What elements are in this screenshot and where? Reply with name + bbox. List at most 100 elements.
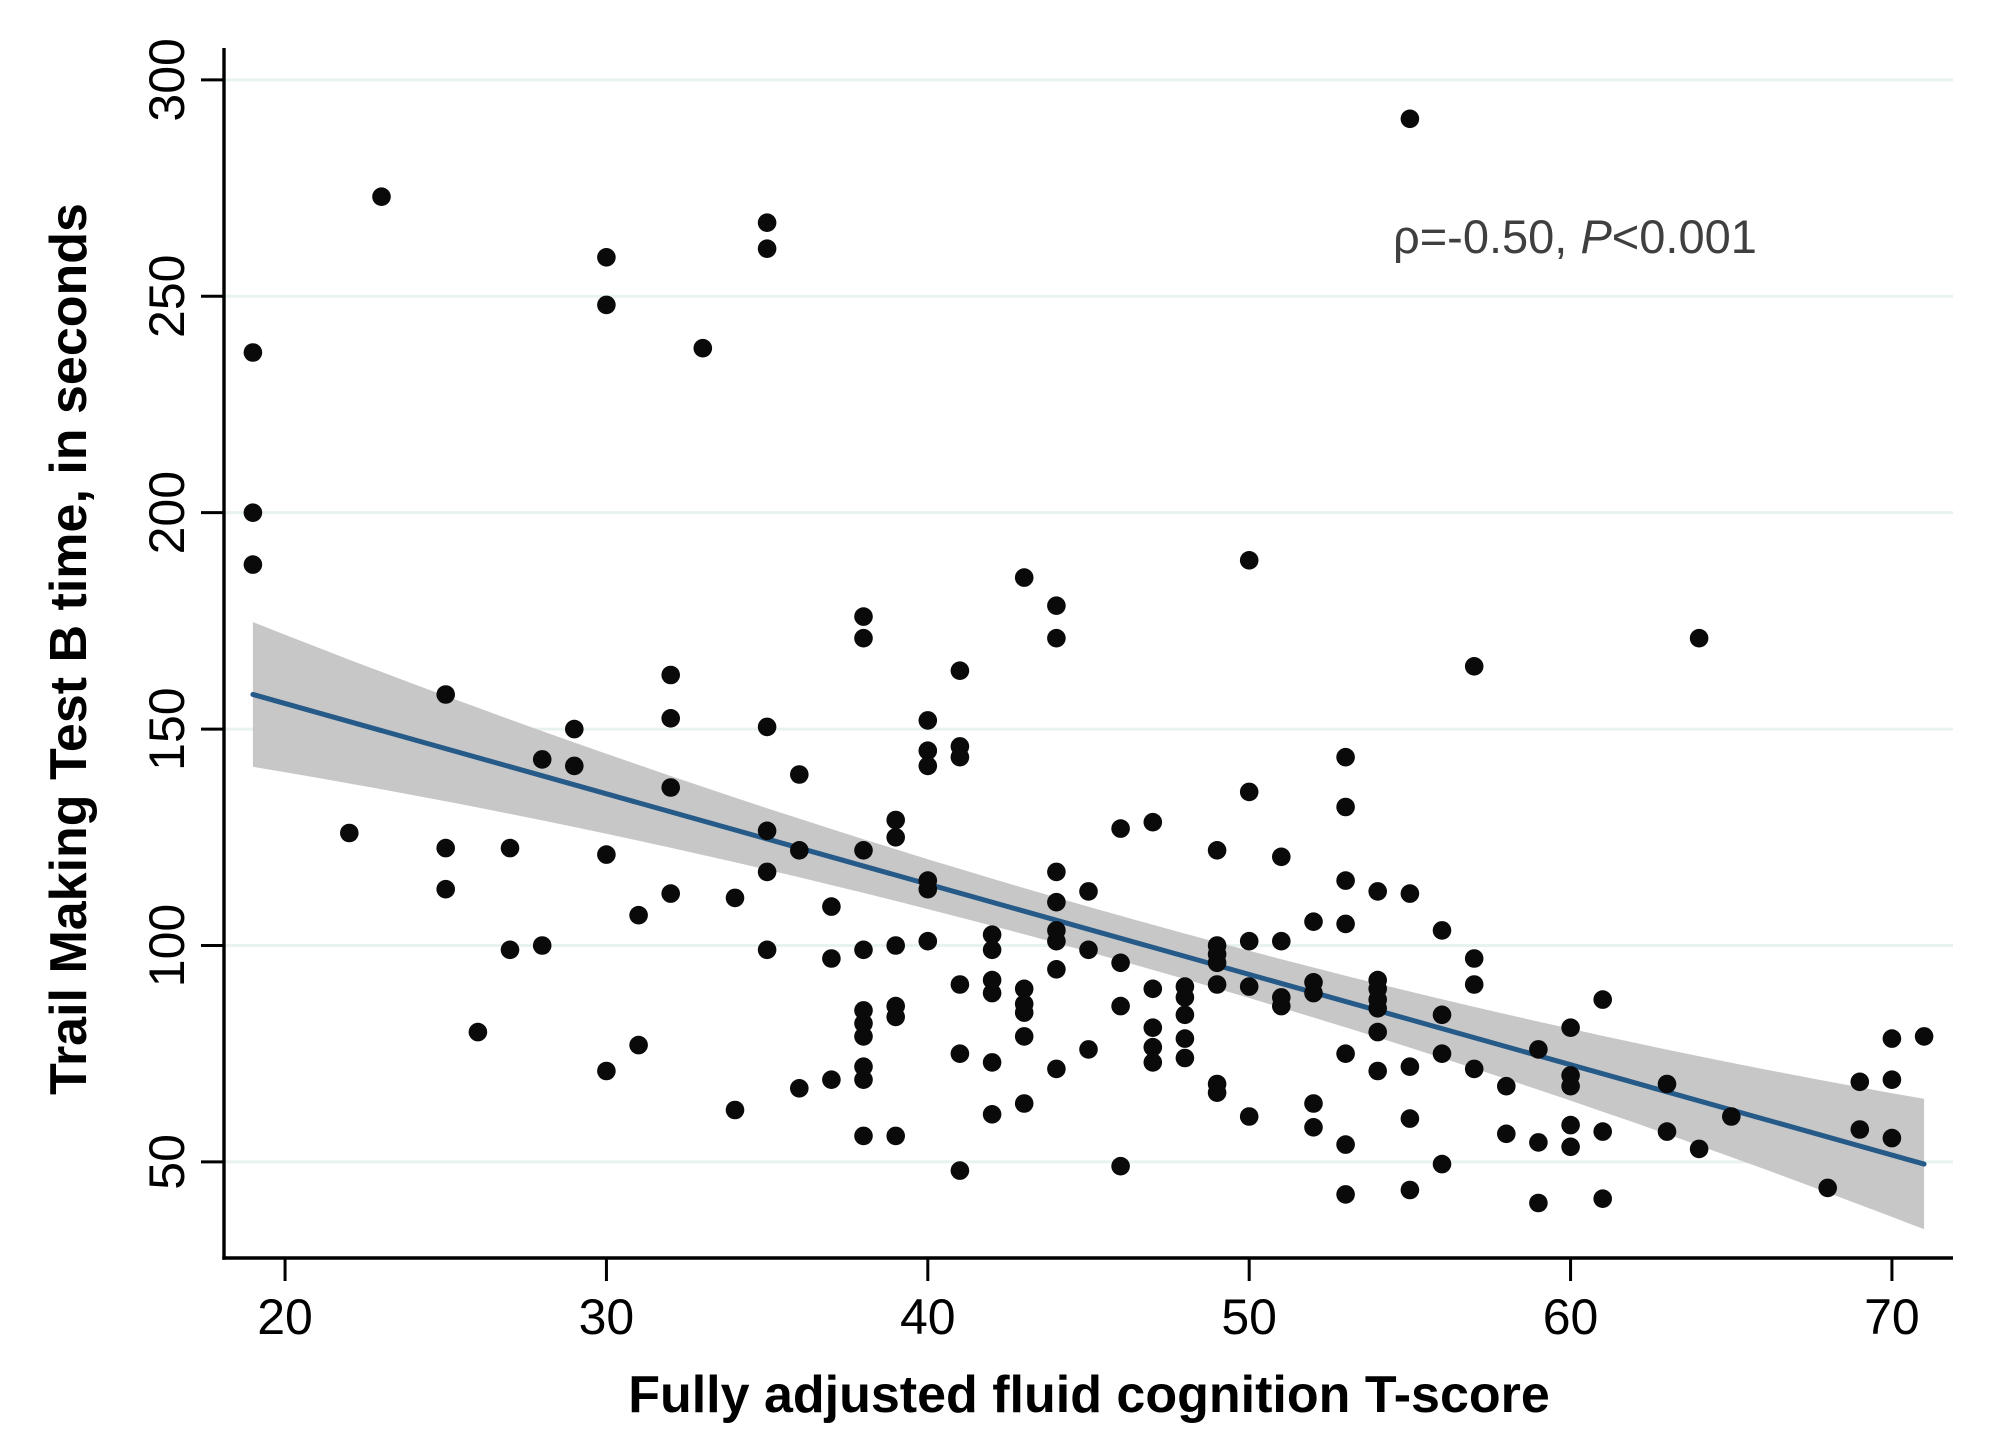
scatter-point [1014, 1003, 1034, 1022]
scatter-point [854, 628, 873, 648]
scatter-point [725, 888, 745, 908]
scatter-point [1047, 892, 1066, 912]
scatter-point [886, 1126, 905, 1146]
scatter-point [661, 884, 680, 903]
scatter-point [1689, 1139, 1709, 1159]
scatter-point [1272, 847, 1291, 867]
scatter-point [1882, 1128, 1902, 1148]
scatter-point [982, 940, 1002, 960]
axes [201, 48, 1953, 1281]
scatter-point [693, 338, 713, 358]
scatter-point [918, 879, 938, 899]
scatter-point [1464, 657, 1484, 676]
scatter-point [886, 810, 905, 830]
scatter-point [500, 838, 520, 858]
scatter-point [1143, 812, 1163, 832]
scatter-point [1400, 109, 1420, 129]
scatter-point [340, 823, 359, 843]
y-axis-title: Trail Making Test B time, in seconds [40, 203, 98, 1095]
scatter-point [1014, 1027, 1034, 1046]
scatter-point [372, 187, 391, 206]
scatter-point [629, 1035, 648, 1055]
scatter-point [1336, 1185, 1355, 1204]
scatter-point [1175, 988, 1195, 1007]
scatter-point [1336, 871, 1355, 890]
scatter-point [854, 1070, 873, 1089]
scatter-point [1175, 1005, 1195, 1025]
scatter-point [1850, 1072, 1870, 1092]
scatter-point [1111, 996, 1130, 1016]
scatter-point [1914, 1027, 1934, 1046]
scatter-point [1207, 1083, 1227, 1102]
scatter-point [1561, 1076, 1580, 1096]
x-tick-label: 50 [1221, 1289, 1277, 1345]
scatter-point [1464, 949, 1484, 968]
scatter-point [436, 685, 456, 704]
scatter-point [1722, 1107, 1741, 1126]
scatter-point [822, 949, 841, 968]
scatter-point [1336, 1135, 1355, 1154]
scatter-point [661, 665, 680, 685]
scatter-point [757, 940, 777, 960]
scatter-point [1079, 940, 1098, 960]
scatter-point [1272, 996, 1291, 1016]
scatter-point [1657, 1122, 1677, 1141]
scatter-point [661, 778, 680, 797]
scatter-point [854, 841, 873, 860]
scatter-point [565, 756, 584, 776]
scatter-point [532, 936, 552, 955]
scatter-point [1850, 1120, 1870, 1139]
scatter-point [1143, 1037, 1163, 1057]
scatter-point [1047, 596, 1066, 615]
scatter-point [1047, 931, 1066, 951]
scatter-point [597, 845, 616, 864]
scatter-point [1368, 1022, 1387, 1042]
scatter-point [1239, 1107, 1259, 1126]
scatter-point [1111, 819, 1130, 838]
scatter-point [854, 607, 873, 626]
scatter-point [629, 905, 648, 925]
scatter-point [597, 1061, 616, 1081]
scatter-point [1464, 975, 1484, 994]
scatter-point [950, 1044, 970, 1063]
scatter-point [757, 239, 777, 258]
scatter-point [1561, 1137, 1580, 1157]
y-tick-label: 300 [139, 38, 195, 121]
scatter-point [854, 1126, 873, 1146]
scatter-point [854, 1014, 873, 1033]
y-tick-label: 100 [139, 904, 195, 987]
scatter-point [1497, 1076, 1516, 1096]
scatter-point [1047, 628, 1066, 648]
scatter-point [1111, 1156, 1130, 1176]
scatter-point [1432, 1005, 1452, 1025]
scatter-point [1239, 977, 1259, 996]
scatter-point [500, 940, 520, 960]
scatter-point [1272, 931, 1291, 951]
scatter-point [1368, 882, 1387, 901]
y-tick-label: 250 [139, 255, 195, 338]
scatter-point [757, 213, 777, 232]
scatter-point [854, 940, 873, 960]
correlation-annotation: ρ=-0.50, P<0.001 [1393, 210, 1757, 263]
scatter-point [1432, 1154, 1452, 1174]
tick-labels: 50 100 150 200 250 300 20 30 40 50 60 70 [139, 38, 1920, 1345]
scatter-point [1336, 1044, 1355, 1063]
scatter-point [1400, 1109, 1420, 1128]
scatter-point [1593, 1189, 1612, 1208]
scatter-point [1143, 979, 1163, 999]
scatter-point [243, 503, 263, 522]
scatter-point [1336, 797, 1355, 817]
annotation-p-value: <0.001 [1612, 210, 1757, 263]
scatter-point [436, 838, 456, 858]
scatter-point [1529, 1193, 1548, 1213]
y-tick-label: 50 [139, 1134, 195, 1190]
annotation-rho: ρ=-0.50, [1393, 210, 1580, 263]
scatter-point [1079, 1040, 1098, 1059]
scatter-point [950, 747, 970, 767]
scatter-point [565, 719, 584, 739]
scatter-point [468, 1022, 488, 1042]
regression-line [250, 691, 1927, 1167]
scatter-point [1014, 979, 1034, 999]
scatter-point [1818, 1178, 1837, 1198]
